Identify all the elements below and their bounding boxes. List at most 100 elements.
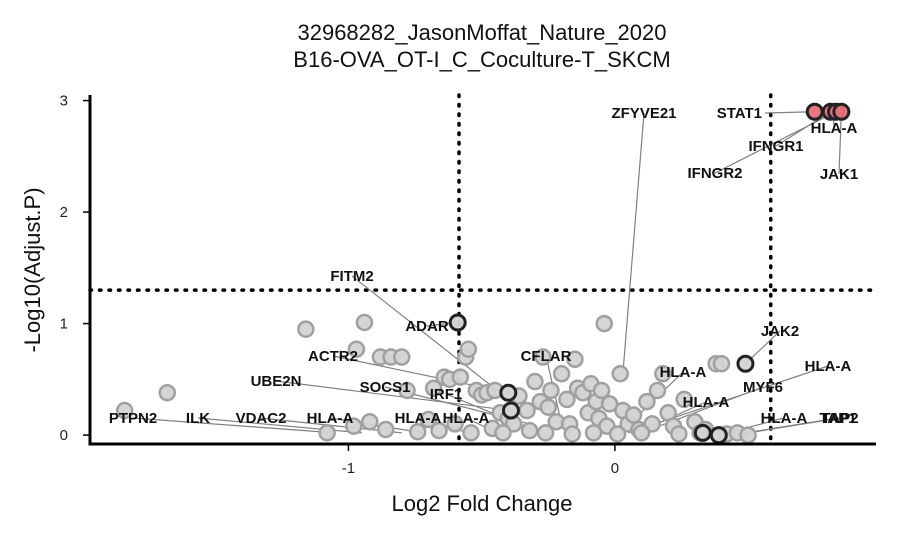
x-axis-title: Log2 Fold Change xyxy=(391,491,572,516)
not-significant-point-51 xyxy=(648,381,667,400)
not-significant-point-77 xyxy=(670,425,688,443)
gene-label-13: PTPN2 xyxy=(109,410,157,427)
x-tick-label-0: -1 xyxy=(342,460,355,477)
not-significant-point-33 xyxy=(566,350,584,369)
not-significant-point-81 xyxy=(739,426,757,444)
not-significant-point-70 xyxy=(494,424,512,442)
label-connector-10 xyxy=(275,380,512,412)
gene-label-0: STAT1 xyxy=(717,105,762,122)
not-significant-point-75 xyxy=(608,425,627,443)
not-significant-point-24 xyxy=(526,372,544,391)
not-significant-point-62 xyxy=(361,412,379,431)
not-significant-point-30 xyxy=(552,365,571,383)
not-significant-point-7 xyxy=(392,348,411,366)
not-significant-point-72 xyxy=(536,424,555,442)
not-significant-point-61 xyxy=(345,417,363,435)
not-significant-point-65 xyxy=(419,410,438,429)
highlighted-not-significant-point-5 xyxy=(693,423,712,442)
gene-label-23: HLA-A xyxy=(683,394,730,411)
gene-label-11: SOCS1 xyxy=(360,379,411,396)
y-tick-label-1: 1 xyxy=(60,316,68,333)
not-significant-point-8 xyxy=(398,381,416,400)
threshold-lines xyxy=(88,93,878,446)
label-connector-5 xyxy=(622,112,645,374)
gene-label-14: ILK xyxy=(186,410,210,427)
axes: -1 0 0 1 2 3 xyxy=(60,93,876,477)
not-significant-point-9 xyxy=(424,379,443,397)
not-significant-point-31 xyxy=(558,390,576,409)
gene-label-8: ACTR2 xyxy=(308,348,358,365)
not-significant-point-73 xyxy=(563,425,582,443)
label-connector-6 xyxy=(351,275,504,396)
significant-point-3 xyxy=(832,102,851,121)
gene-label-17: HLA-A xyxy=(395,410,442,427)
gene-label-16: HLA-A xyxy=(307,410,354,427)
gene-label-26: TAP2 xyxy=(821,410,858,427)
gene-label-19: JAK2 xyxy=(761,323,799,340)
gene-labels: STAT1 HLA-A IFNGR1 IFNGR2 JAK1 ZFYVE21 FITM2 AD… xyxy=(109,105,859,427)
not-significant-point-55 xyxy=(675,390,693,409)
not-significant-point-27 xyxy=(539,398,558,416)
label-connector-3 xyxy=(714,111,837,174)
chart-subtitle: B16-OVA_OT-I_C_Coculture-T_SKCM xyxy=(293,47,670,72)
not-significant-point-4 xyxy=(347,340,366,358)
gene-label-20: HLA-A xyxy=(660,364,707,381)
not-significant-point-59 xyxy=(712,354,731,373)
data-points xyxy=(115,102,851,445)
not-significant-point-12 xyxy=(451,368,470,386)
gene-label-2: IFNGR1 xyxy=(748,138,803,155)
highlighted-not-significant-point-0 xyxy=(448,313,467,332)
not-significant-point-64 xyxy=(408,422,427,441)
highlighted-not-significant-point-3 xyxy=(501,401,520,420)
chart-title: 32968282_JasonMoffat_Nature_2020 xyxy=(297,20,666,45)
not-significant-point-63 xyxy=(376,420,395,439)
y-tick-label-2: 2 xyxy=(60,204,68,221)
not-significant-point-42 xyxy=(600,395,619,413)
significant-point-0 xyxy=(805,102,824,121)
gene-label-9: CFLAR xyxy=(521,348,572,365)
y-tick-label-3: 3 xyxy=(60,93,68,110)
gene-label-22: HLA-A xyxy=(805,358,852,375)
not-significant-point-71 xyxy=(520,421,539,440)
gene-label-7: ADAR xyxy=(405,318,448,335)
not-significant-point-2 xyxy=(297,320,315,338)
not-significant-point-47 xyxy=(624,406,643,424)
not-significant-point-1 xyxy=(158,383,177,402)
not-significant-point-40 xyxy=(592,381,611,400)
not-significant-point-0 xyxy=(115,401,134,420)
not-significant-point-43 xyxy=(595,314,613,333)
gene-label-5: ZFYVE21 xyxy=(611,105,676,122)
gene-label-15: VDAC2 xyxy=(236,410,287,427)
not-significant-point-44 xyxy=(611,365,629,383)
label-connector-4 xyxy=(838,111,842,175)
not-significant-point-67 xyxy=(446,415,464,433)
not-significant-point-23 xyxy=(518,401,536,420)
not-significant-point-14 xyxy=(459,340,478,358)
label-connector-13 xyxy=(132,417,336,434)
not-significant-point-26 xyxy=(534,348,552,366)
gene-label-25: TAP1 xyxy=(819,410,856,427)
highlighted-not-significant-point-2 xyxy=(499,383,518,402)
not-significant-point-74 xyxy=(584,424,603,442)
not-significant-point-76 xyxy=(632,424,651,442)
highlighted-not-significant-point-4 xyxy=(709,426,728,445)
not-significant-point-60 xyxy=(318,424,336,442)
gene-label-10: UBE2N xyxy=(251,373,302,390)
highlighted-not-significant-point-1 xyxy=(736,354,755,373)
gene-label-3: IFNGR2 xyxy=(687,165,742,182)
gene-label-1: HLA-A xyxy=(811,120,858,137)
gene-label-24: HLA-A xyxy=(761,410,808,427)
gene-label-18: HLA-A xyxy=(443,410,490,427)
not-significant-point-49 xyxy=(638,392,656,411)
gene-label-6: FITM2 xyxy=(330,268,373,285)
not-significant-point-3 xyxy=(355,313,374,332)
not-significant-point-52 xyxy=(654,365,672,383)
gene-label-12: IRF1 xyxy=(430,386,463,403)
not-significant-point-66 xyxy=(430,421,448,440)
x-tick-label-1: 0 xyxy=(611,460,619,477)
not-significant-point-28 xyxy=(542,381,560,400)
gene-label-21: MYF6 xyxy=(743,379,783,396)
not-significant-point-68 xyxy=(462,424,480,442)
